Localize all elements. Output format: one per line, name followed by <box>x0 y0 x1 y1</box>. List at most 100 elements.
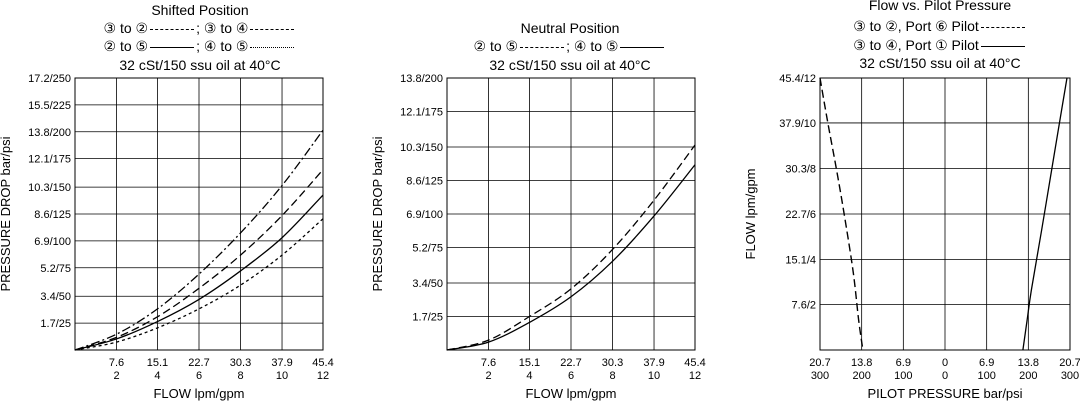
y-tick-label: 12.1/175 <box>400 107 443 119</box>
x-tick-label: 0 <box>942 357 948 369</box>
x-tick-label: 15.1 <box>147 357 168 369</box>
x-tick-label: 200 <box>1019 370 1037 382</box>
legend-label: ; ③ to ④ <box>196 20 249 36</box>
x-tick-label: 22.7 <box>188 357 209 369</box>
series-line-short <box>74 218 324 351</box>
x-tick-label: 100 <box>977 370 995 382</box>
x-tick-label: 2 <box>113 370 119 382</box>
y-tick-label: 1.7/25 <box>412 311 443 323</box>
legend-swatch-dash <box>980 26 1025 28</box>
x-tick-label: 300 <box>1061 370 1079 382</box>
x-tick-label: 6 <box>568 370 574 382</box>
x-tick-label: 8 <box>609 370 615 382</box>
legend-swatch-solid <box>150 46 195 48</box>
x-tick-label: 100 <box>894 370 912 382</box>
plot-area: 20.730013.82006.9100006.910013.820020.73… <box>743 73 1080 401</box>
chart-title: Shifted Position <box>151 2 249 18</box>
y-tick-label: 10.3/150 <box>28 182 71 194</box>
series-line-solid <box>1022 77 1068 351</box>
legend-label: ② to ⑤ <box>103 38 149 54</box>
y-tick-label: 10.3/150 <box>400 142 443 154</box>
x-tick-label: 30.3 <box>602 357 623 369</box>
x-tick-label: 8 <box>237 370 243 382</box>
y-tick-label: 45.4/12 <box>779 73 816 85</box>
y-tick-label: 7.6/2 <box>792 299 816 311</box>
shifted-position-chart: Shifted Position ③ to ② ; ③ to ④ ② to ⑤ ; … <box>0 0 360 402</box>
y-tick-label: 13.8/200 <box>28 127 71 139</box>
y-tick-label: 15.5/225 <box>28 100 71 112</box>
x-tick-label: 7.6 <box>109 357 124 369</box>
legend-label: ② to ⑤ <box>473 38 519 54</box>
oil-note: 32 cSt/150 ssu oil at 40°C <box>119 57 281 73</box>
oil-note: 32 cSt/150 ssu oil at 40°C <box>489 57 651 73</box>
y-tick-label: 15.1/4 <box>785 255 816 267</box>
x-tick-label: 12 <box>317 370 329 382</box>
legend-label: ③ to ④, Port ① Pilot <box>853 37 979 53</box>
y-tick-label: 8.6/125 <box>34 209 71 221</box>
legend-swatch-solid <box>620 46 665 48</box>
series-line-dash <box>819 77 864 351</box>
legend-line-2: ② to ⑤ ; ④ to ⑤ <box>70 38 330 54</box>
y-tick-label: 8.6/125 <box>406 175 443 187</box>
legend-line-1: ② to ⑤ ; ④ to ⑤ <box>430 38 710 54</box>
x-tick-label: 12 <box>689 370 701 382</box>
legend-swatch-short <box>250 46 295 48</box>
x-tick-label: 6.9 <box>979 357 994 369</box>
y-tick-label: 5.2/75 <box>40 263 71 275</box>
chart-title: Flow vs. Pilot Pressure <box>868 0 1012 13</box>
x-tick-label: 10 <box>276 370 288 382</box>
y-tick-label: 17.2/250 <box>28 73 71 85</box>
y-axis-label: PRESSURE DROP bar/psi <box>370 136 385 291</box>
chart-title: Neutral Position <box>520 20 620 36</box>
legend-label: ; ④ to ⑤ <box>566 38 619 54</box>
x-tick-label: 4 <box>526 370 532 382</box>
series-line-dashdot <box>74 129 324 351</box>
x-tick-label: 6 <box>196 370 202 382</box>
series-line-solid <box>74 194 324 351</box>
y-tick-label: 3.4/50 <box>40 291 71 303</box>
y-tick-label: 37.9/10 <box>779 118 816 130</box>
legend-swatch-dash <box>250 28 295 30</box>
legend-line-2: ③ to ④, Port ① Pilot <box>825 37 1055 53</box>
oil-note: 32 cSt/150 ssu oil at 40°C <box>859 55 1021 71</box>
legend-label: ③ to ② <box>103 20 149 36</box>
y-tick-label: 22.7/6 <box>785 209 816 221</box>
legend-swatch-dashdot <box>150 28 195 30</box>
neutral-position-chart: Neutral Position ② to ⑤ ; ④ to ⑤ 32 cSt/1… <box>360 0 720 402</box>
x-tick-label: 37.9 <box>643 357 664 369</box>
y-tick-label: 3.4/50 <box>412 278 443 290</box>
x-tick-label: 4 <box>154 370 160 382</box>
y-axis-label: FLOW lpm/gpm <box>743 168 758 259</box>
x-tick-label: 22.7 <box>560 357 581 369</box>
legend-label: ; ④ to ⑤ <box>196 38 249 54</box>
legend-swatch-solid <box>980 45 1025 47</box>
y-tick-label: 6.9/100 <box>34 236 71 248</box>
series-line-dash <box>446 144 696 351</box>
x-tick-label: 20.7 <box>1059 357 1080 369</box>
legend-line-1: ③ to ②, Port ⑥ Pilot <box>825 18 1055 34</box>
x-tick-label: 37.9 <box>271 357 292 369</box>
x-tick-label: 45.4 <box>684 357 705 369</box>
x-axis-label: FLOW lpm/gpm <box>153 386 244 401</box>
flow-vs-pilot-pressure-chart: Flow vs. Pilot Pressure ③ to ②, Port ⑥ P… <box>720 0 1080 402</box>
y-tick-label: 6.9/100 <box>406 209 443 221</box>
x-tick-label: 6.9 <box>896 357 911 369</box>
plot-area: 7.62 15.14 22.76 30.38 37.910 45.412 1.7/25 3.4… <box>370 73 706 401</box>
x-tick-label: 200 <box>852 370 870 382</box>
y-tick-label: 30.3/8 <box>785 163 816 175</box>
x-tick-label: 2 <box>485 370 491 382</box>
x-tick-label: 13.8 <box>1018 357 1039 369</box>
x-tick-label: 300 <box>811 370 829 382</box>
series-line-dash <box>74 169 324 351</box>
x-tick-label: 13.8 <box>851 357 872 369</box>
x-tick-label: 0 <box>942 370 948 382</box>
x-axis-label: FLOW lpm/gpm <box>525 386 616 401</box>
x-tick-label: 20.7 <box>809 357 830 369</box>
x-tick-label: 10 <box>648 370 660 382</box>
plot-area: 7.62 15.14 22.76 30.38 37.910 45.412 1.7/25 3.4… <box>0 73 334 401</box>
y-tick-label: 12.1/175 <box>28 154 71 166</box>
x-tick-label: 7.6 <box>481 357 496 369</box>
y-axis-label: PRESSURE DROP bar/psi <box>0 136 13 291</box>
series-line-solid <box>446 164 696 351</box>
x-tick-label: 15.1 <box>519 357 540 369</box>
